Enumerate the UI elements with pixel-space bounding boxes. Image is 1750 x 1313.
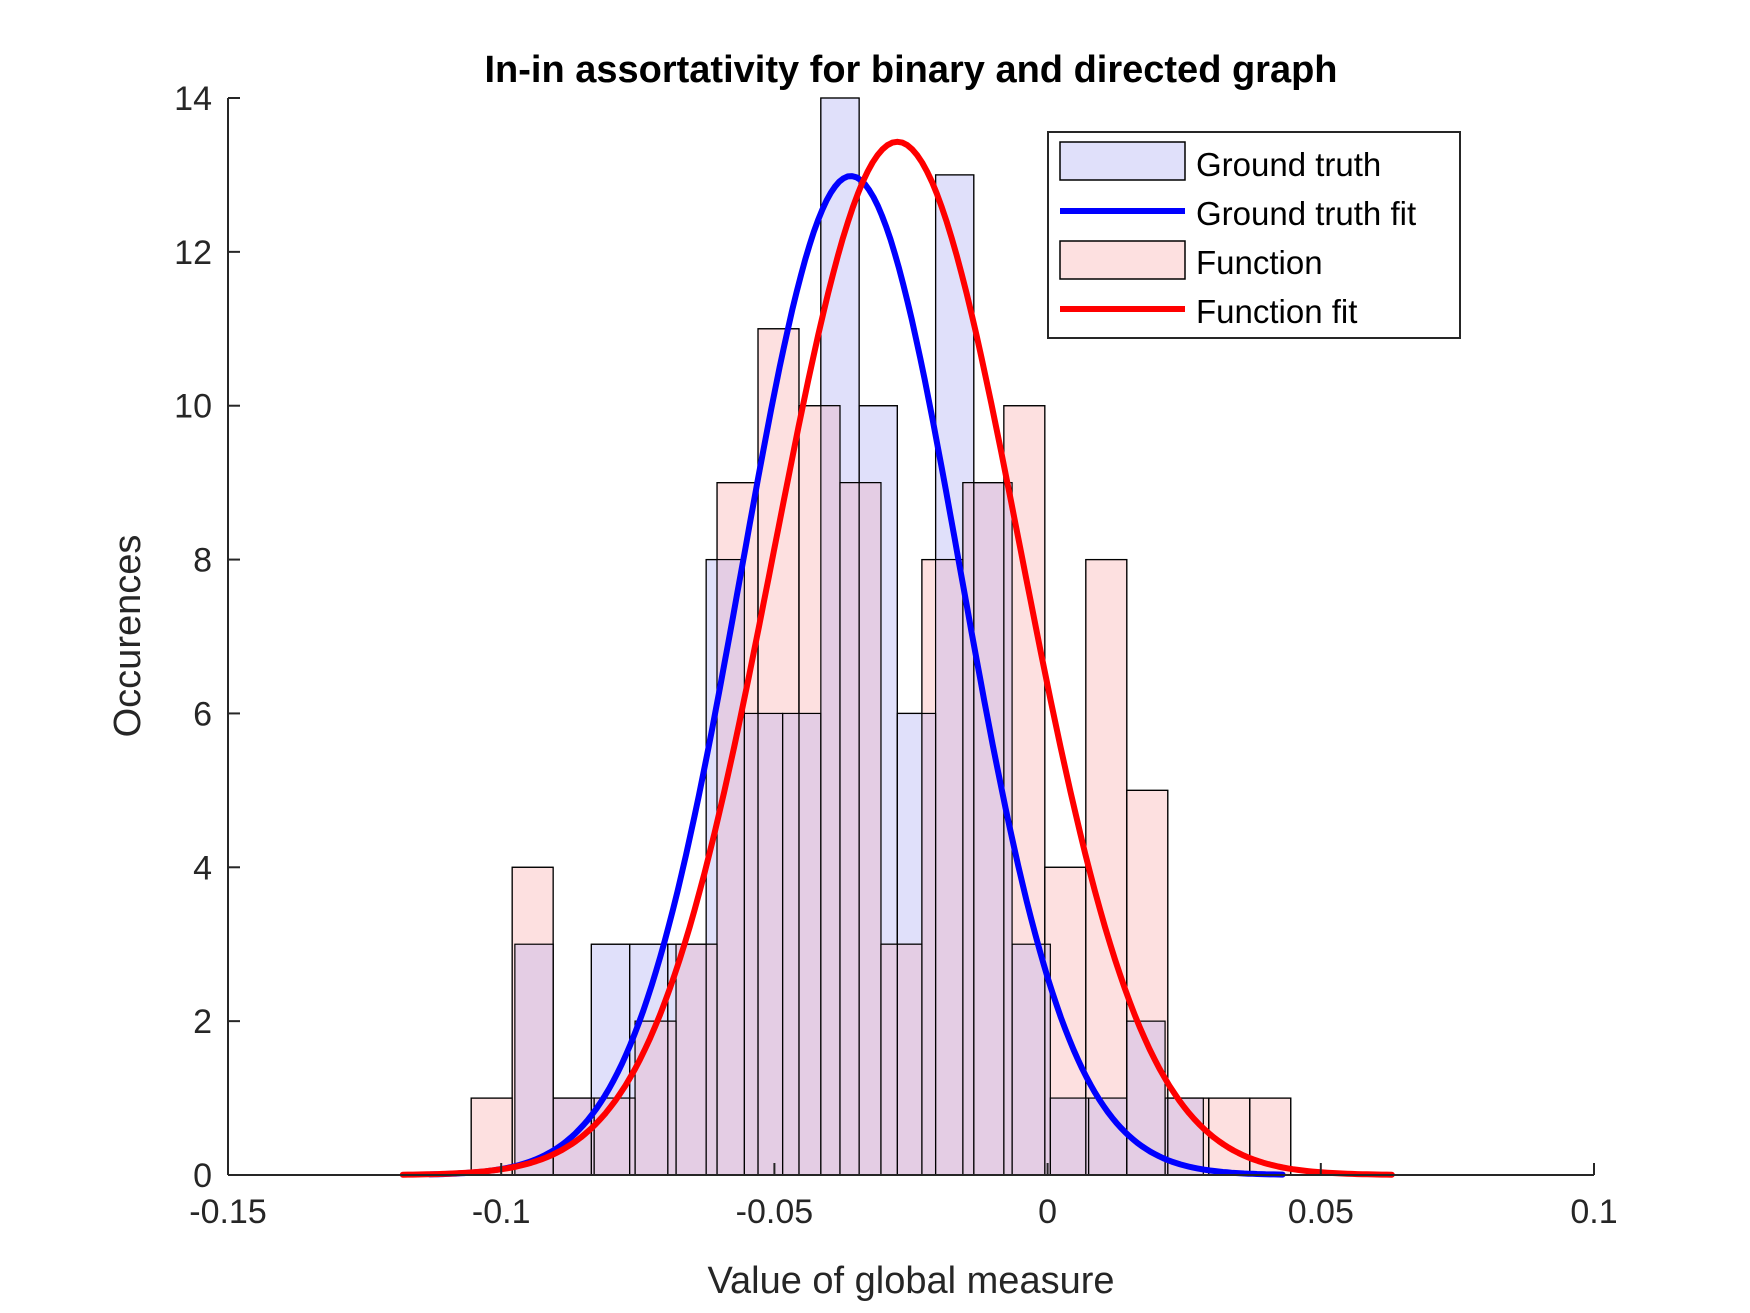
legend-label-function: Function [1196,244,1323,281]
legend-label-ground-truth-fit: Ground truth fit [1196,195,1416,232]
x-ticks: -0.15 -0.1 -0.05 0 0.05 0.1 [189,1163,1618,1231]
x-tick-label: 0 [1038,1193,1057,1231]
y-axis-title: Occurences [107,535,149,738]
overlap-bar [514,944,554,1175]
overlap-bar [1165,1098,1168,1175]
overlap-bar [635,1021,668,1175]
overlap-bar [758,713,783,1175]
legend-label-function-fit: Function fit [1196,293,1357,330]
overlap-bar [1012,944,1045,1175]
overlap-bar [839,482,860,1176]
y-tick-label: 12 [174,234,212,272]
chart-title: In-in assortativity for binary and direc… [484,49,1337,91]
overlap-bar [897,944,922,1175]
x-tick-label: -0.15 [189,1193,267,1231]
function-bar [1085,558,1128,1176]
y-tick-label: 0 [193,1157,212,1195]
overlap-bar [591,1098,595,1175]
overlap-bar [782,713,799,1175]
overlap-bar [921,713,936,1175]
x-tick-label: -0.1 [472,1193,531,1231]
overlap-bar [820,405,840,1175]
x-tick-label: 0.1 [1570,1193,1617,1231]
overlap-bar [1085,1098,1089,1175]
overlap-bar [744,713,759,1175]
overlap-bar [676,944,707,1175]
axes: -0.15 -0.1 -0.05 0 0.05 0.1 0 2 4 6 8 10 12 14 [174,80,1617,1231]
y-tick-label: 2 [193,1003,212,1041]
overlap-bar [880,944,898,1175]
legend-swatch-ground-truth [1059,141,1186,181]
legend-swatch-function [1059,240,1186,280]
overlap-bar [798,713,821,1175]
overlap-bar [1050,1098,1086,1175]
overlap-bar [594,1098,630,1175]
overlap-bar [629,1098,636,1175]
y-tick-label: 10 [174,388,212,426]
overlap-bar [667,1021,677,1175]
y-tick-label: 14 [174,80,212,118]
fit-lines [399,138,1395,1178]
y-tick-label: 6 [193,695,212,733]
function-bar [470,1097,513,1176]
overlap-bar [962,482,974,1176]
overlap-bar [706,944,718,1175]
x-axis-title: Value of global measure [708,1260,1115,1302]
overlap-bar [859,482,881,1176]
function-fit-line [399,138,1395,1178]
y-tick-label: 4 [193,849,212,887]
overlap-bar [717,559,745,1175]
ground-truth-fit-line [427,173,1286,1178]
x-tick-label: 0.05 [1288,1193,1354,1231]
overlap-bar [973,482,1004,1176]
x-tick-label: -0.05 [736,1193,814,1231]
legend: Ground truth Ground truth fit Function F… [1047,131,1461,339]
overlap-bar [1044,944,1051,1175]
legend-label-ground-truth: Ground truth [1196,146,1381,183]
y-tick-label: 8 [193,542,212,580]
y-ticks: 0 2 4 6 8 10 12 14 [174,80,240,1195]
overlap-bar [935,559,963,1175]
